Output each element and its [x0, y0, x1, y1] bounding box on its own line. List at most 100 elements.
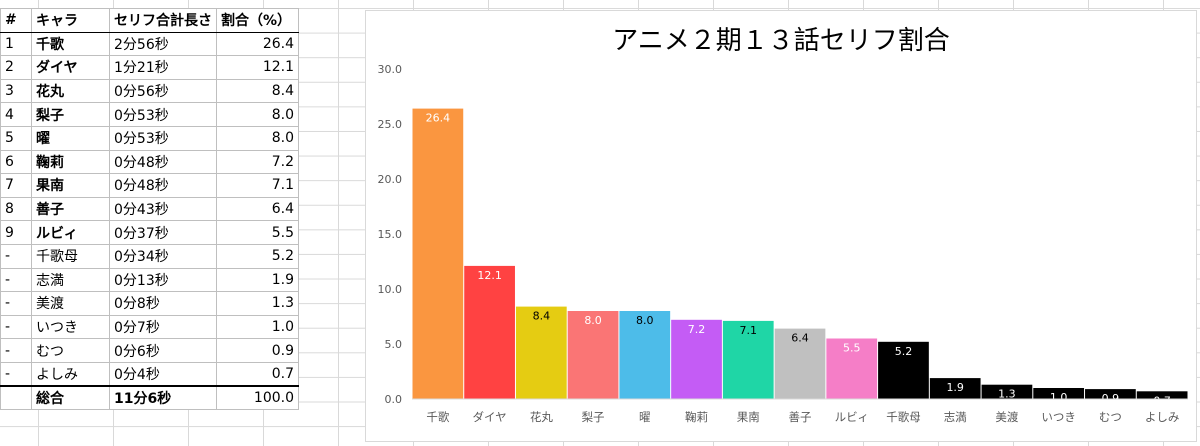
percentage-cell[interactable]: 0.9	[216, 338, 299, 363]
percentage-cell[interactable]: 7.2	[216, 149, 299, 175]
dialogue-length-cell[interactable]: 0分4秒	[109, 361, 217, 387]
dialogue-length-cell[interactable]: 0分43秒	[109, 196, 217, 222]
percentage-cell[interactable]: 8.0	[216, 125, 299, 151]
dialogue-length-cell[interactable]: 0分56秒	[109, 78, 217, 104]
bar[interactable]	[412, 108, 464, 399]
row-index-cell[interactable]: 2	[0, 55, 32, 80]
dialogue-length-cell[interactable]: 0分8秒	[109, 291, 217, 316]
bar[interactable]	[1085, 389, 1136, 399]
bar[interactable]	[981, 384, 1033, 399]
percentage-cell[interactable]: 5.2	[216, 243, 299, 269]
row-index-cell[interactable]: 3	[0, 78, 32, 104]
data-label: 1.9	[946, 381, 964, 394]
table-row: 4 梨子 0分53秒 8.0	[0, 102, 299, 127]
total-percentage-cell[interactable]: 100.0	[216, 385, 299, 411]
x-category-label: いつき	[1041, 410, 1076, 424]
total-label-cell[interactable]: 総合	[31, 385, 110, 411]
character-cell[interactable]: 千歌母	[31, 243, 110, 269]
percentage-cell[interactable]: 8.4	[216, 78, 299, 104]
x-category-label: 花丸	[530, 410, 553, 424]
data-table: # キャラ セリフ合計長さ 割合（%） 1 千歌 2分56秒 26.4 2 ダイヤ 1分21秒 12.…	[0, 8, 299, 411]
column-header[interactable]: キャラ	[31, 8, 110, 33]
table-header-row: # キャラ セリフ合計長さ 割合（%）	[0, 8, 299, 33]
column-header[interactable]: セリフ合計長さ	[109, 8, 217, 33]
character-cell[interactable]: 千歌	[31, 31, 110, 57]
character-cell[interactable]: 果南	[31, 173, 110, 198]
percentage-cell[interactable]: 26.4	[216, 31, 299, 57]
character-cell[interactable]: 曜	[31, 125, 110, 151]
row-index-cell[interactable]: 1	[0, 31, 32, 57]
column-header[interactable]: #	[0, 8, 32, 33]
bar[interactable]	[671, 319, 722, 399]
dialogue-length-cell[interactable]: 0分6秒	[109, 338, 217, 363]
row-index-cell[interactable]: 6	[0, 149, 32, 175]
character-cell[interactable]: 梨子	[31, 102, 110, 127]
y-tick-label: 10.0	[378, 283, 403, 296]
row-index-cell[interactable]: -	[0, 267, 32, 293]
column-header[interactable]: 割合（%）	[216, 8, 299, 33]
row-index-cell[interactable]: 5	[0, 125, 32, 151]
dialogue-length-cell[interactable]: 0分53秒	[109, 125, 217, 151]
row-index-cell[interactable]: -	[0, 338, 32, 363]
dialogue-length-cell[interactable]: 0分53秒	[109, 102, 217, 127]
percentage-cell[interactable]: 0.7	[216, 361, 299, 387]
table-row: 6 鞠莉 0分48秒 7.2	[0, 149, 299, 175]
table-row: 2 ダイヤ 1分21秒 12.1	[0, 55, 299, 80]
row-index-cell[interactable]: -	[0, 361, 32, 387]
character-cell[interactable]: 花丸	[31, 78, 110, 104]
bar[interactable]	[464, 265, 515, 399]
dialogue-length-cell[interactable]: 0分7秒	[109, 314, 217, 340]
character-cell[interactable]: 美渡	[31, 291, 110, 316]
x-category-label: 千歌母	[886, 410, 921, 424]
bar[interactable]	[1136, 391, 1188, 399]
row-index-cell[interactable]: 8	[0, 196, 32, 222]
bar[interactable]	[929, 378, 981, 399]
x-category-label: 千歌	[426, 410, 449, 424]
percentage-cell[interactable]: 7.1	[216, 173, 299, 198]
data-label: 8.0	[636, 314, 654, 327]
percentage-cell[interactable]: 1.0	[216, 314, 299, 340]
data-label: 26.4	[426, 112, 451, 125]
character-cell[interactable]: 善子	[31, 196, 110, 222]
percentage-cell[interactable]: 6.4	[216, 196, 299, 222]
row-index-cell[interactable]: 9	[0, 220, 32, 245]
dialogue-length-cell[interactable]: 0分37秒	[109, 220, 217, 245]
bar[interactable]	[722, 320, 774, 399]
percentage-cell[interactable]: 1.9	[216, 267, 299, 293]
dialogue-length-cell[interactable]: 0分48秒	[109, 149, 217, 175]
bar[interactable]	[774, 328, 826, 399]
total-length-cell[interactable]: 11分6秒	[109, 385, 217, 411]
bar[interactable]	[567, 311, 619, 399]
bar[interactable]	[826, 338, 878, 400]
bar[interactable]	[878, 341, 929, 399]
dialogue-length-cell[interactable]: 0分34秒	[109, 243, 217, 269]
table-row: - 千歌母 0分34秒 5.2	[0, 243, 299, 269]
character-cell[interactable]: よしみ	[31, 361, 110, 387]
character-cell[interactable]: 鞠莉	[31, 149, 110, 175]
row-index-cell[interactable]: -	[0, 314, 32, 340]
bar[interactable]	[1033, 388, 1085, 399]
bar[interactable]	[619, 311, 671, 399]
character-cell[interactable]: いつき	[31, 314, 110, 340]
character-cell[interactable]: ダイヤ	[31, 55, 110, 80]
percentage-cell[interactable]: 5.5	[216, 220, 299, 245]
percentage-cell[interactable]: 12.1	[216, 55, 299, 80]
percentage-cell[interactable]: 1.3	[216, 291, 299, 316]
row-index-cell[interactable]: 4	[0, 102, 32, 127]
chart-area[interactable]: アニメ２期１３話セリフ割合 0.0 5.0 10.0 15.0 20.0 25.0 30.0…	[365, 10, 1197, 442]
dialogue-length-cell[interactable]: 1分21秒	[109, 55, 217, 80]
character-cell[interactable]: ルビィ	[31, 220, 110, 245]
dialogue-length-cell[interactable]: 0分48秒	[109, 173, 217, 198]
character-cell[interactable]: むつ	[31, 338, 110, 363]
y-axis: 0.0 5.0 10.0 15.0 20.0 25.0 30.0	[378, 63, 403, 406]
row-index-cell[interactable]: -	[0, 291, 32, 316]
character-cell[interactable]: 志満	[31, 267, 110, 293]
percentage-cell[interactable]: 8.0	[216, 102, 299, 127]
bar[interactable]	[515, 306, 567, 399]
row-index-cell[interactable]: 7	[0, 173, 32, 198]
table-row: 1 千歌 2分56秒 26.4	[0, 31, 299, 57]
row-index-cell[interactable]	[0, 385, 32, 411]
dialogue-length-cell[interactable]: 2分56秒	[109, 31, 217, 57]
row-index-cell[interactable]: -	[0, 243, 32, 269]
dialogue-length-cell[interactable]: 0分13秒	[109, 267, 217, 293]
